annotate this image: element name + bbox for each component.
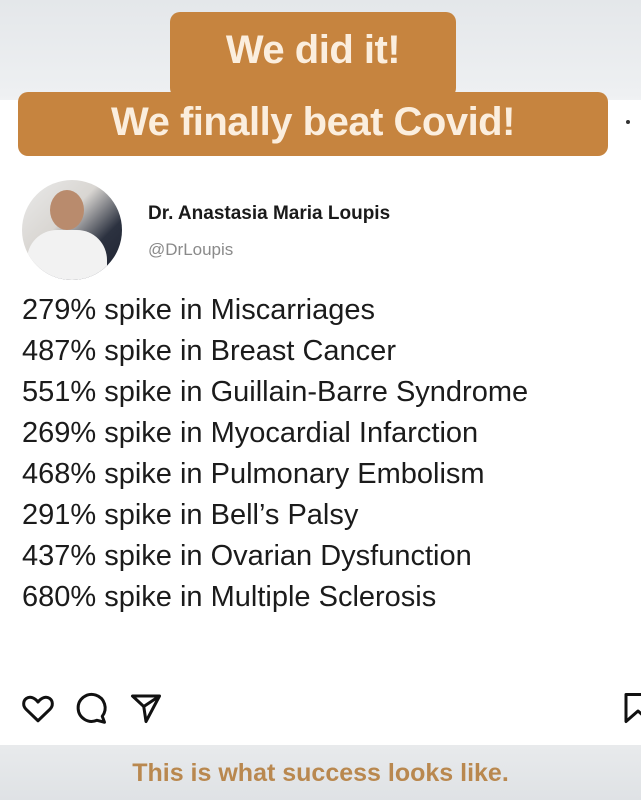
overlay-line-1: We did it! <box>225 28 401 72</box>
share-icon[interactable] <box>128 690 164 726</box>
overlay-line-2: We finally beat Covid! <box>111 100 515 144</box>
author-name[interactable]: Dr. Anastasia Maria Loupis <box>148 203 391 224</box>
heart-icon[interactable] <box>20 690 56 726</box>
caption-text: This is what success looks like. <box>132 759 509 787</box>
post-line: 269% spike in Myocardial Infarction <box>22 417 479 449</box>
post-line: 487% spike in Breast Cancer <box>22 335 396 367</box>
post-actions <box>0 690 641 730</box>
author-handle[interactable]: @DrLoupis <box>148 240 234 259</box>
post-line: 680% spike in Multiple Sclerosis <box>22 581 437 613</box>
post-text: 279% spike in Miscarriages 487% spike in… <box>22 290 641 618</box>
post-line: 468% spike in Pulmonary Embolism <box>22 458 485 490</box>
avatar-face <box>50 190 84 230</box>
overlay-banner-top: We did it! <box>170 12 456 98</box>
caption-bar: This is what success looks like. <box>0 745 641 800</box>
post-line: 279% spike in Miscarriages <box>22 294 375 326</box>
post-line: 551% spike in Guillain-Barre Syndrome <box>22 376 529 408</box>
bookmark-icon[interactable] <box>620 690 641 726</box>
avatar-coat <box>27 230 107 280</box>
post-line: 437% spike in Ovarian Dysfunction <box>22 540 472 572</box>
post-card: Dr. Anastasia Maria Loupis @DrLoupis 279… <box>0 100 641 745</box>
avatar[interactable] <box>22 180 122 280</box>
overlay-banner-bottom: We finally beat Covid! <box>18 92 608 156</box>
comment-icon[interactable] <box>73 690 109 726</box>
post-line: 291% spike in Bell’s Palsy <box>22 499 359 531</box>
more-dot <box>626 120 630 124</box>
